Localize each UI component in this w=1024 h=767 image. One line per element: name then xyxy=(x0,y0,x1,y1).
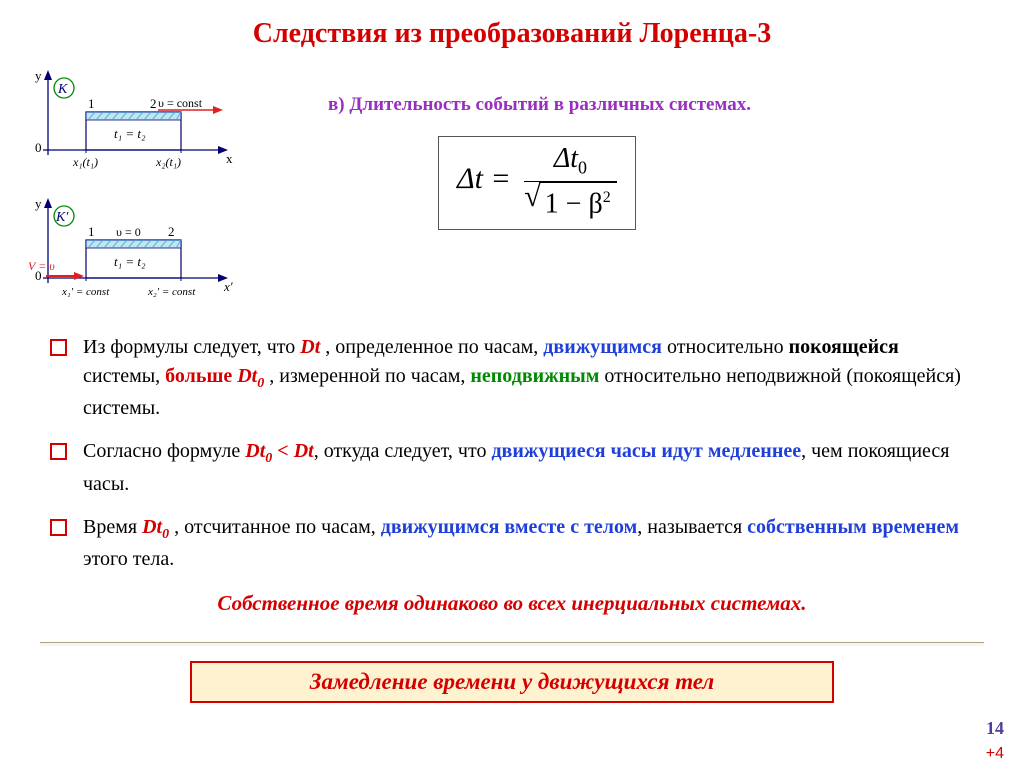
svg-text:К′: К′ xyxy=(55,210,69,225)
svg-text:t₁ = t₂: t₁ = t₂ xyxy=(114,126,146,141)
svg-text:x₂′ = const: x₂′ = const xyxy=(147,286,196,298)
bullet-1-text: Из формулы следует, что Dt , определенно… xyxy=(83,333,974,423)
list-item: Согласно формуле Dt0 < Dt, откуда следуе… xyxy=(50,437,974,498)
svg-text:t₁ = t₂: t₁ = t₂ xyxy=(114,254,146,269)
bullet-3-text: Время Dt0 , отсчитанное по часам, движущ… xyxy=(83,513,974,574)
svg-text:x₁(t₁): x₁(t₁) xyxy=(72,155,98,169)
time-dilation-formula: Δt = Δt0 √ 1 − β2 xyxy=(438,136,636,230)
svg-text:1: 1 xyxy=(88,96,95,111)
svg-text:К: К xyxy=(57,82,68,97)
svg-text:υ = const: υ = const xyxy=(158,96,203,110)
svg-text:2: 2 xyxy=(168,224,175,239)
svg-text:x₁′ = const: x₁′ = const xyxy=(61,286,110,298)
top-row: y x 0 К 1 2 υ = const xyxy=(0,60,1024,315)
bullet-icon xyxy=(50,339,67,356)
svg-text:υ = 0: υ = 0 xyxy=(116,225,141,239)
list-item: Время Dt0 , отсчитанное по часам, движущ… xyxy=(50,513,974,574)
bullet-2-text: Согласно формуле Dt0 < Dt, откуда следуе… xyxy=(83,437,974,498)
bullet-list: Из формулы следует, что Dt , определенно… xyxy=(50,333,974,618)
svg-text:x′: x′ xyxy=(223,279,233,294)
right-content: в) Длительность событий в различных сист… xyxy=(258,60,1024,230)
svg-text:y: y xyxy=(35,196,42,211)
svg-text:0: 0 xyxy=(35,140,42,155)
svg-text:x₂(t₁): x₂(t₁) xyxy=(155,155,181,169)
svg-text:2: 2 xyxy=(150,96,157,111)
coordinate-diagrams: y x 0 К 1 2 υ = const xyxy=(0,60,258,315)
bullet-icon xyxy=(50,443,67,460)
section-subtitle: в) Длительность событий в различных сист… xyxy=(328,94,1024,116)
slide-increment: +4 xyxy=(986,745,1004,763)
bullet-icon xyxy=(50,519,67,536)
list-item: Из формулы следует, что Dt , определенно… xyxy=(50,333,974,423)
conclusion-text: Собственное время одинаково во всех инер… xyxy=(50,588,974,618)
divider xyxy=(40,642,984,643)
svg-text:y: y xyxy=(35,68,42,83)
highlight-box: Замедление времени у движущихся тел xyxy=(190,661,834,703)
page-title: Следствия из преобразований Лоренца-3 xyxy=(0,0,1024,50)
svg-text:1: 1 xyxy=(88,224,95,239)
svg-text:x: x xyxy=(226,151,233,166)
page-number: 14 xyxy=(986,718,1004,739)
svg-text:V = υ: V = υ xyxy=(28,259,55,273)
